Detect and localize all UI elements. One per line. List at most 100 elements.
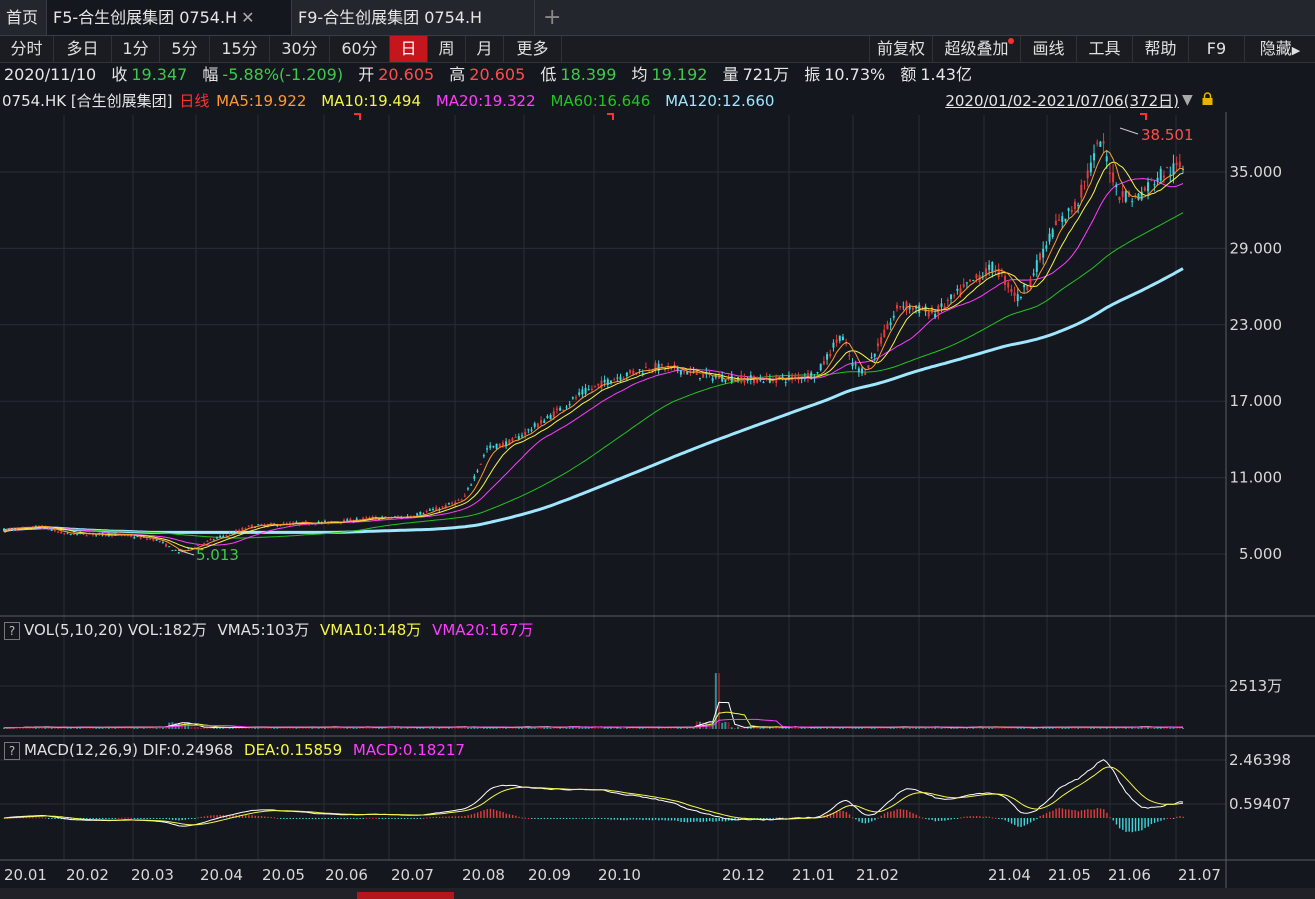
macd-bar <box>642 817 644 821</box>
macd-bar <box>356 817 358 819</box>
candle-body <box>486 448 489 450</box>
macd-bar <box>918 816 921 818</box>
period-button-1min[interactable]: 1分 <box>112 36 160 62</box>
candle-body <box>428 509 431 511</box>
macd-bar <box>658 817 660 821</box>
tab-f5[interactable]: F5-合生创展集团 0754.H ✕ <box>47 0 292 35</box>
help-button[interactable]: 帮助 <box>1133 36 1189 62</box>
macd-bar <box>464 815 466 818</box>
macd-bar <box>686 817 689 823</box>
macd-bar <box>769 817 771 819</box>
macd-bar <box>159 817 161 819</box>
tab-f9[interactable]: F9-合生创展集团 0754.H <box>292 0 535 35</box>
volume-bar <box>206 726 209 729</box>
tools-button[interactable]: 工具 <box>1077 36 1133 62</box>
macd-bar <box>705 817 708 822</box>
candle-body <box>749 375 752 380</box>
candle-body <box>962 284 965 287</box>
macd-bar <box>260 816 263 818</box>
close-icon[interactable]: ✕ <box>241 8 255 27</box>
macd-bar <box>915 814 917 818</box>
period-button-5min[interactable]: 5分 <box>160 36 210 62</box>
macd-bar <box>32 817 34 819</box>
period-button-duori[interactable]: 多日 <box>54 36 112 62</box>
macd-bar <box>1150 817 1153 825</box>
candle-body <box>257 524 260 526</box>
macd-bar <box>610 817 612 820</box>
candle-body <box>82 533 85 535</box>
add-tab-icon[interactable]: + <box>543 5 562 30</box>
macd-bar <box>448 816 450 818</box>
macd-bar <box>763 817 765 819</box>
adjust-button[interactable]: 前复权 <box>869 36 933 62</box>
candle-body <box>1048 233 1051 242</box>
volume-bar <box>765 726 768 729</box>
macd-bar <box>171 817 174 820</box>
macd-bar <box>890 811 892 818</box>
macd-bar <box>127 817 129 819</box>
macd-bar <box>871 817 873 822</box>
candle-body <box>819 363 822 371</box>
period-button-week[interactable]: 周 <box>428 36 466 62</box>
macd-bar <box>1001 817 1003 820</box>
volume-bar <box>479 727 482 729</box>
active-bottom-tab[interactable] <box>357 892 454 899</box>
macd-bar <box>117 817 120 819</box>
hide-button[interactable]: 隐藏▶ <box>1245 36 1315 62</box>
macd-bar <box>931 817 933 820</box>
legend-ma10: MA10:19.494 <box>321 92 422 110</box>
f9-button[interactable]: F9 <box>1189 36 1245 62</box>
macd-bar <box>972 816 975 818</box>
macd-bar <box>1004 817 1006 821</box>
candle-body <box>495 443 498 449</box>
volume-bar <box>266 727 269 729</box>
period-button-day[interactable]: 日 <box>390 36 428 62</box>
volume-bar <box>794 726 797 729</box>
volume-bar <box>899 727 902 729</box>
period-button-month[interactable]: 月 <box>466 36 504 62</box>
volume-bar <box>648 726 651 729</box>
draw-line-button[interactable]: 画线 <box>1021 36 1077 62</box>
candle-body <box>781 376 784 380</box>
macd-bar <box>899 809 902 818</box>
volume-bar <box>295 727 298 729</box>
date-range-selector[interactable]: 2020/01/02-2021/07/06(372日) <box>945 90 1179 112</box>
period-button-15min[interactable]: 15分 <box>210 36 270 62</box>
help-question-icon[interactable]: ? <box>4 622 20 640</box>
triangle-right-icon: ▶ <box>1291 44 1301 57</box>
volume-bar <box>406 727 409 729</box>
overlay-button[interactable]: 超级叠加 <box>933 36 1021 62</box>
candle-body <box>317 521 320 523</box>
macd-bar <box>712 817 714 822</box>
volume-bar <box>549 727 552 729</box>
volume-bar <box>1166 726 1169 729</box>
lock-icon[interactable] <box>1202 92 1213 105</box>
period-button-more[interactable]: 更多 <box>504 36 562 62</box>
period-button-30min[interactable]: 30分 <box>270 36 330 62</box>
candle-body <box>193 547 196 549</box>
volume-bar <box>629 727 632 729</box>
macd-bar <box>168 817 171 820</box>
volume-bar <box>292 727 295 729</box>
macd-bar <box>70 817 72 820</box>
period-button-fenshi[interactable]: 分时 <box>0 36 54 62</box>
macd-bar <box>292 817 295 819</box>
volume-bar <box>3 727 5 729</box>
candle-body <box>603 379 606 383</box>
macd-bar <box>623 817 625 821</box>
dropdown-triangle-icon[interactable]: ▼ <box>1182 92 1193 108</box>
candle-body <box>1118 196 1121 201</box>
volume-bar <box>1108 727 1111 729</box>
volume-bar <box>377 727 380 729</box>
volume-bar <box>676 727 679 729</box>
volume-bar <box>381 726 384 729</box>
volume-bar <box>679 727 682 729</box>
candle-body <box>597 383 600 386</box>
help-question-icon[interactable]: ? <box>4 742 20 760</box>
candle-body <box>867 365 870 369</box>
macd-bar <box>921 817 924 819</box>
tab-home[interactable]: 首页 <box>0 0 47 35</box>
volume-bar <box>428 726 431 729</box>
period-button-60min[interactable]: 60分 <box>330 36 390 62</box>
